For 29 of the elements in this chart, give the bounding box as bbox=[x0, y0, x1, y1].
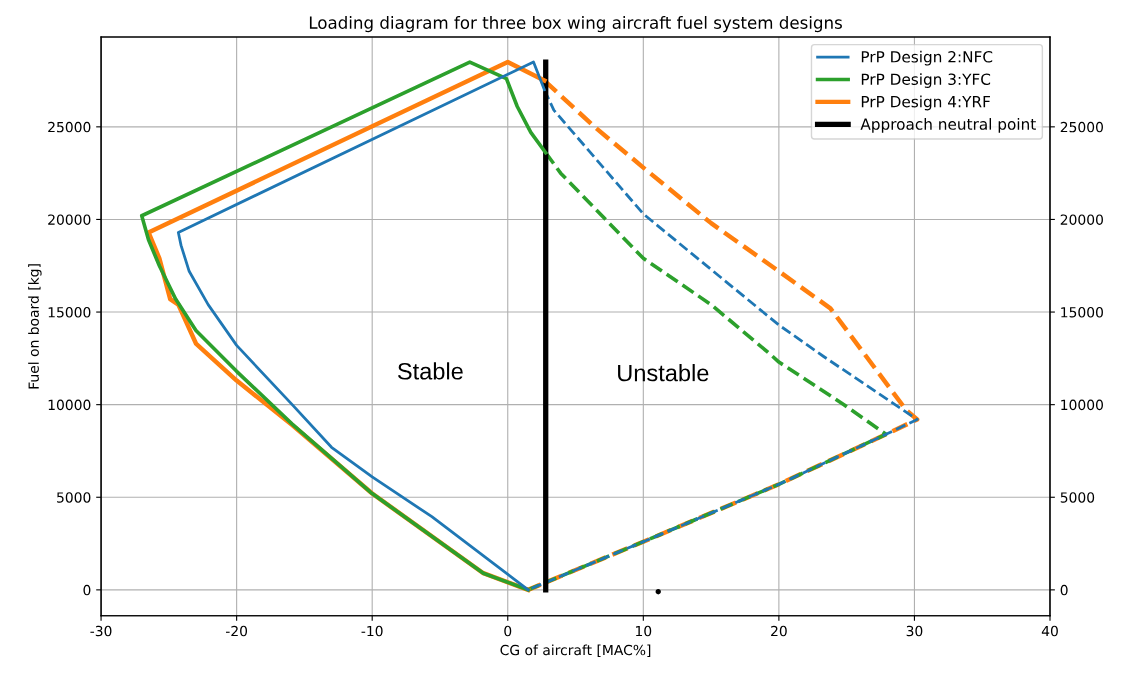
x-tick-label: -20 bbox=[225, 625, 248, 637]
y-tick-label: 15000 bbox=[48, 307, 91, 318]
x-tick-label: 10 bbox=[636, 625, 652, 637]
legend-label: PrP Design 4:YRF bbox=[861, 95, 990, 111]
y-tick-label: 10000 bbox=[48, 399, 91, 411]
y-tick-label: 5000 bbox=[57, 492, 91, 503]
y-axis-title: Fuel on board [kg] bbox=[28, 264, 42, 389]
y2-tick-label: 0 bbox=[1060, 584, 1068, 596]
y-tick-label: 25000 bbox=[48, 121, 91, 133]
x-axis-title: CG of aircraft [MAC%] bbox=[500, 644, 651, 657]
legend-label: PrP Design 2:NFC bbox=[861, 50, 993, 66]
y-tick-label: 0 bbox=[83, 584, 91, 596]
y2-tick-label: 5000 bbox=[1060, 492, 1095, 503]
x-tick-label: 20 bbox=[771, 625, 787, 637]
legend-label: PrP Design 3:YFC bbox=[861, 73, 991, 88]
x-tick-label: -10 bbox=[361, 625, 383, 637]
y-tick-label: 20000 bbox=[48, 214, 91, 225]
x-tick-label: 30 bbox=[906, 625, 923, 637]
y2-tick-label: 15000 bbox=[1061, 307, 1103, 318]
legend-label: Approach neutral point bbox=[860, 118, 1036, 133]
annotation: Unstable bbox=[618, 364, 709, 382]
y2-tick-label: 25000 bbox=[1060, 121, 1103, 133]
annotation: Stable bbox=[397, 362, 463, 380]
chart-title: Loading diagram for three box wing aircraft fuel system designs bbox=[309, 16, 842, 33]
y2-tick-label: 10000 bbox=[1061, 399, 1103, 411]
x-tick-label: 40 bbox=[1041, 625, 1058, 637]
x-tick-label: -30 bbox=[90, 625, 112, 637]
y2-tick-label: 20000 bbox=[1060, 214, 1103, 225]
x-tick-label: 0 bbox=[504, 625, 512, 637]
